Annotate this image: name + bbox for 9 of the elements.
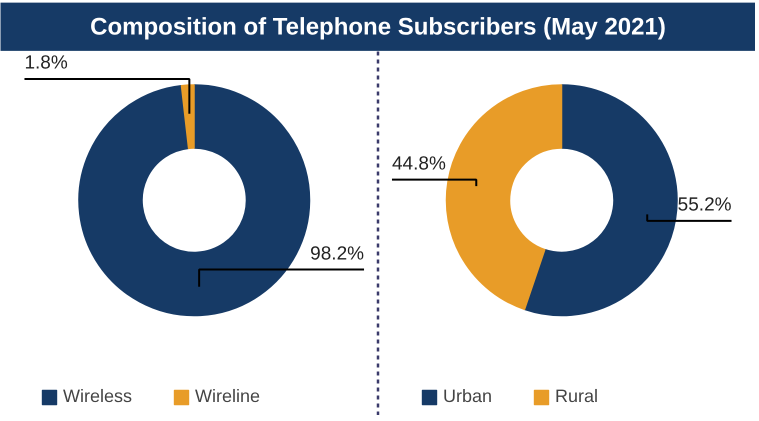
data-label: 44.8% bbox=[392, 153, 446, 174]
data-label: 1.8% bbox=[24, 52, 68, 74]
legend-label: Rural bbox=[555, 386, 598, 407]
legend-label: Urban bbox=[443, 386, 492, 407]
data-label: 55.2% bbox=[678, 194, 732, 216]
chart-title: Composition of Telephone Subscribers (May 2021) bbox=[90, 13, 666, 40]
data-label: 98.2% bbox=[310, 243, 364, 264]
legend-label: Wireline bbox=[195, 386, 260, 407]
legend-label: Wireless bbox=[63, 386, 132, 407]
